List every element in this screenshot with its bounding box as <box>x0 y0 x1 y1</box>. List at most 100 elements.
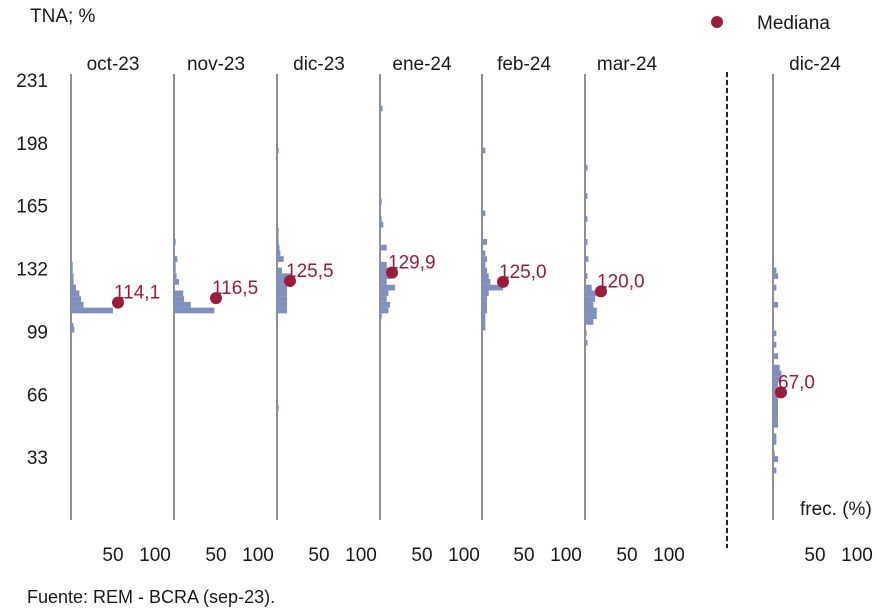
histogram-bar <box>71 267 73 274</box>
histogram-bar <box>174 279 180 285</box>
x-tick-label: 50 <box>616 545 637 566</box>
histogram-bar <box>380 199 382 205</box>
median-marker <box>386 266 398 279</box>
histogram-bar <box>773 330 777 337</box>
histogram-bar <box>585 319 594 325</box>
histogram-bar <box>174 267 176 274</box>
histogram-bar <box>585 313 597 320</box>
y-tick-label: 99 <box>27 322 48 343</box>
histogram-bar <box>585 256 589 262</box>
histogram-bar <box>773 467 777 474</box>
x-tick-label: 50 <box>308 545 329 566</box>
histogram-bar <box>71 290 80 297</box>
x-tick-label: 100 <box>653 545 685 566</box>
legend-marker <box>711 16 723 28</box>
histogram-bar <box>482 261 486 268</box>
histogram-bar <box>174 290 184 297</box>
x-tick-label: 100 <box>345 545 377 566</box>
histogram-bar <box>380 313 382 320</box>
histogram-bar <box>277 279 286 285</box>
histogram-bar <box>585 307 597 314</box>
x-tick-label: 50 <box>102 545 123 566</box>
histogram-bar <box>380 273 391 280</box>
histogram-bar <box>482 284 503 291</box>
histogram-bar <box>482 307 488 314</box>
x-tick-label: 50 <box>804 545 825 566</box>
histogram-bar <box>773 370 782 377</box>
histogram-bar <box>277 256 284 262</box>
histogram-bar <box>482 296 488 302</box>
histogram-bar <box>71 322 74 329</box>
histogram-bar <box>482 273 489 280</box>
histogram-bar <box>773 456 779 462</box>
legend-label: Mediana <box>757 13 830 34</box>
histogram-bar <box>585 340 588 346</box>
histogram-bar <box>174 261 176 268</box>
histogram-bar <box>482 267 488 274</box>
histogram-bar <box>277 273 293 280</box>
histogram-bar <box>773 410 779 417</box>
histogram-bar <box>773 450 775 457</box>
histogram-bar <box>71 273 74 280</box>
histogram-bar <box>773 284 777 291</box>
median-marker <box>284 274 296 287</box>
histogram-bar <box>380 261 387 268</box>
x-tick-label: 50 <box>513 545 534 566</box>
median-marker <box>112 296 124 309</box>
histogram-bar <box>277 267 283 274</box>
panel-title: dic-24 <box>789 54 841 75</box>
median-label: 129,9 <box>388 253 436 274</box>
histogram-bar <box>174 256 178 262</box>
histogram-bar <box>71 301 84 308</box>
histogram-bar <box>773 404 779 411</box>
panel-title: ene-24 <box>392 54 452 75</box>
histogram-bar <box>482 239 488 245</box>
histogram-bar <box>773 353 779 360</box>
panel-title: mar-24 <box>597 54 658 75</box>
histogram-bar <box>585 193 588 200</box>
histogram-bar <box>773 439 777 445</box>
histogram-bar <box>174 239 176 245</box>
histogram-bar <box>773 341 777 348</box>
y-tick-label: 66 <box>27 385 48 406</box>
histogram-bar <box>277 147 279 154</box>
histogram-bar <box>773 381 779 388</box>
histogram-bar <box>482 250 486 257</box>
histogram-bar <box>380 284 396 291</box>
histogram-bar <box>482 324 486 331</box>
histogram-bar <box>174 307 215 314</box>
histogram-bar <box>482 301 488 308</box>
histogram-bar <box>482 256 488 262</box>
histogram-bar <box>773 267 777 274</box>
x-tick-label: 100 <box>139 545 171 566</box>
histogram-bar <box>71 296 82 302</box>
median-marker <box>497 275 509 288</box>
histogram-bar <box>277 307 288 314</box>
panel-title: dic-23 <box>293 54 345 75</box>
x-tick-label: 50 <box>205 545 226 566</box>
histogram-bar <box>482 147 486 154</box>
x-tick-label: 100 <box>550 545 582 566</box>
histogram-bar <box>277 244 280 251</box>
y-axis-title: TNA; % <box>30 6 96 27</box>
histogram-bar <box>71 284 77 291</box>
x-tick-label: 100 <box>841 545 873 566</box>
histogram-bar <box>773 376 782 382</box>
histogram-bar <box>380 244 387 251</box>
x-tick-label: 100 <box>242 545 274 566</box>
histogram-bar <box>71 261 73 268</box>
median-marker <box>595 285 607 298</box>
source-note: Fuente: REM - BCRA (sep-23). <box>27 587 275 607</box>
y-tick-label: 231 <box>16 71 48 92</box>
histogram-bar <box>380 221 384 228</box>
histogram-bar <box>773 433 777 440</box>
histogram-bar <box>585 216 588 222</box>
y-tick-label: 165 <box>16 197 48 218</box>
median-label: 67,0 <box>778 372 815 393</box>
y-tick-label: 198 <box>16 134 48 155</box>
panel-title: feb-24 <box>497 54 551 75</box>
y-tick-label: 132 <box>16 260 48 281</box>
histogram-bar <box>277 233 279 240</box>
x-tick-label: 50 <box>411 545 432 566</box>
